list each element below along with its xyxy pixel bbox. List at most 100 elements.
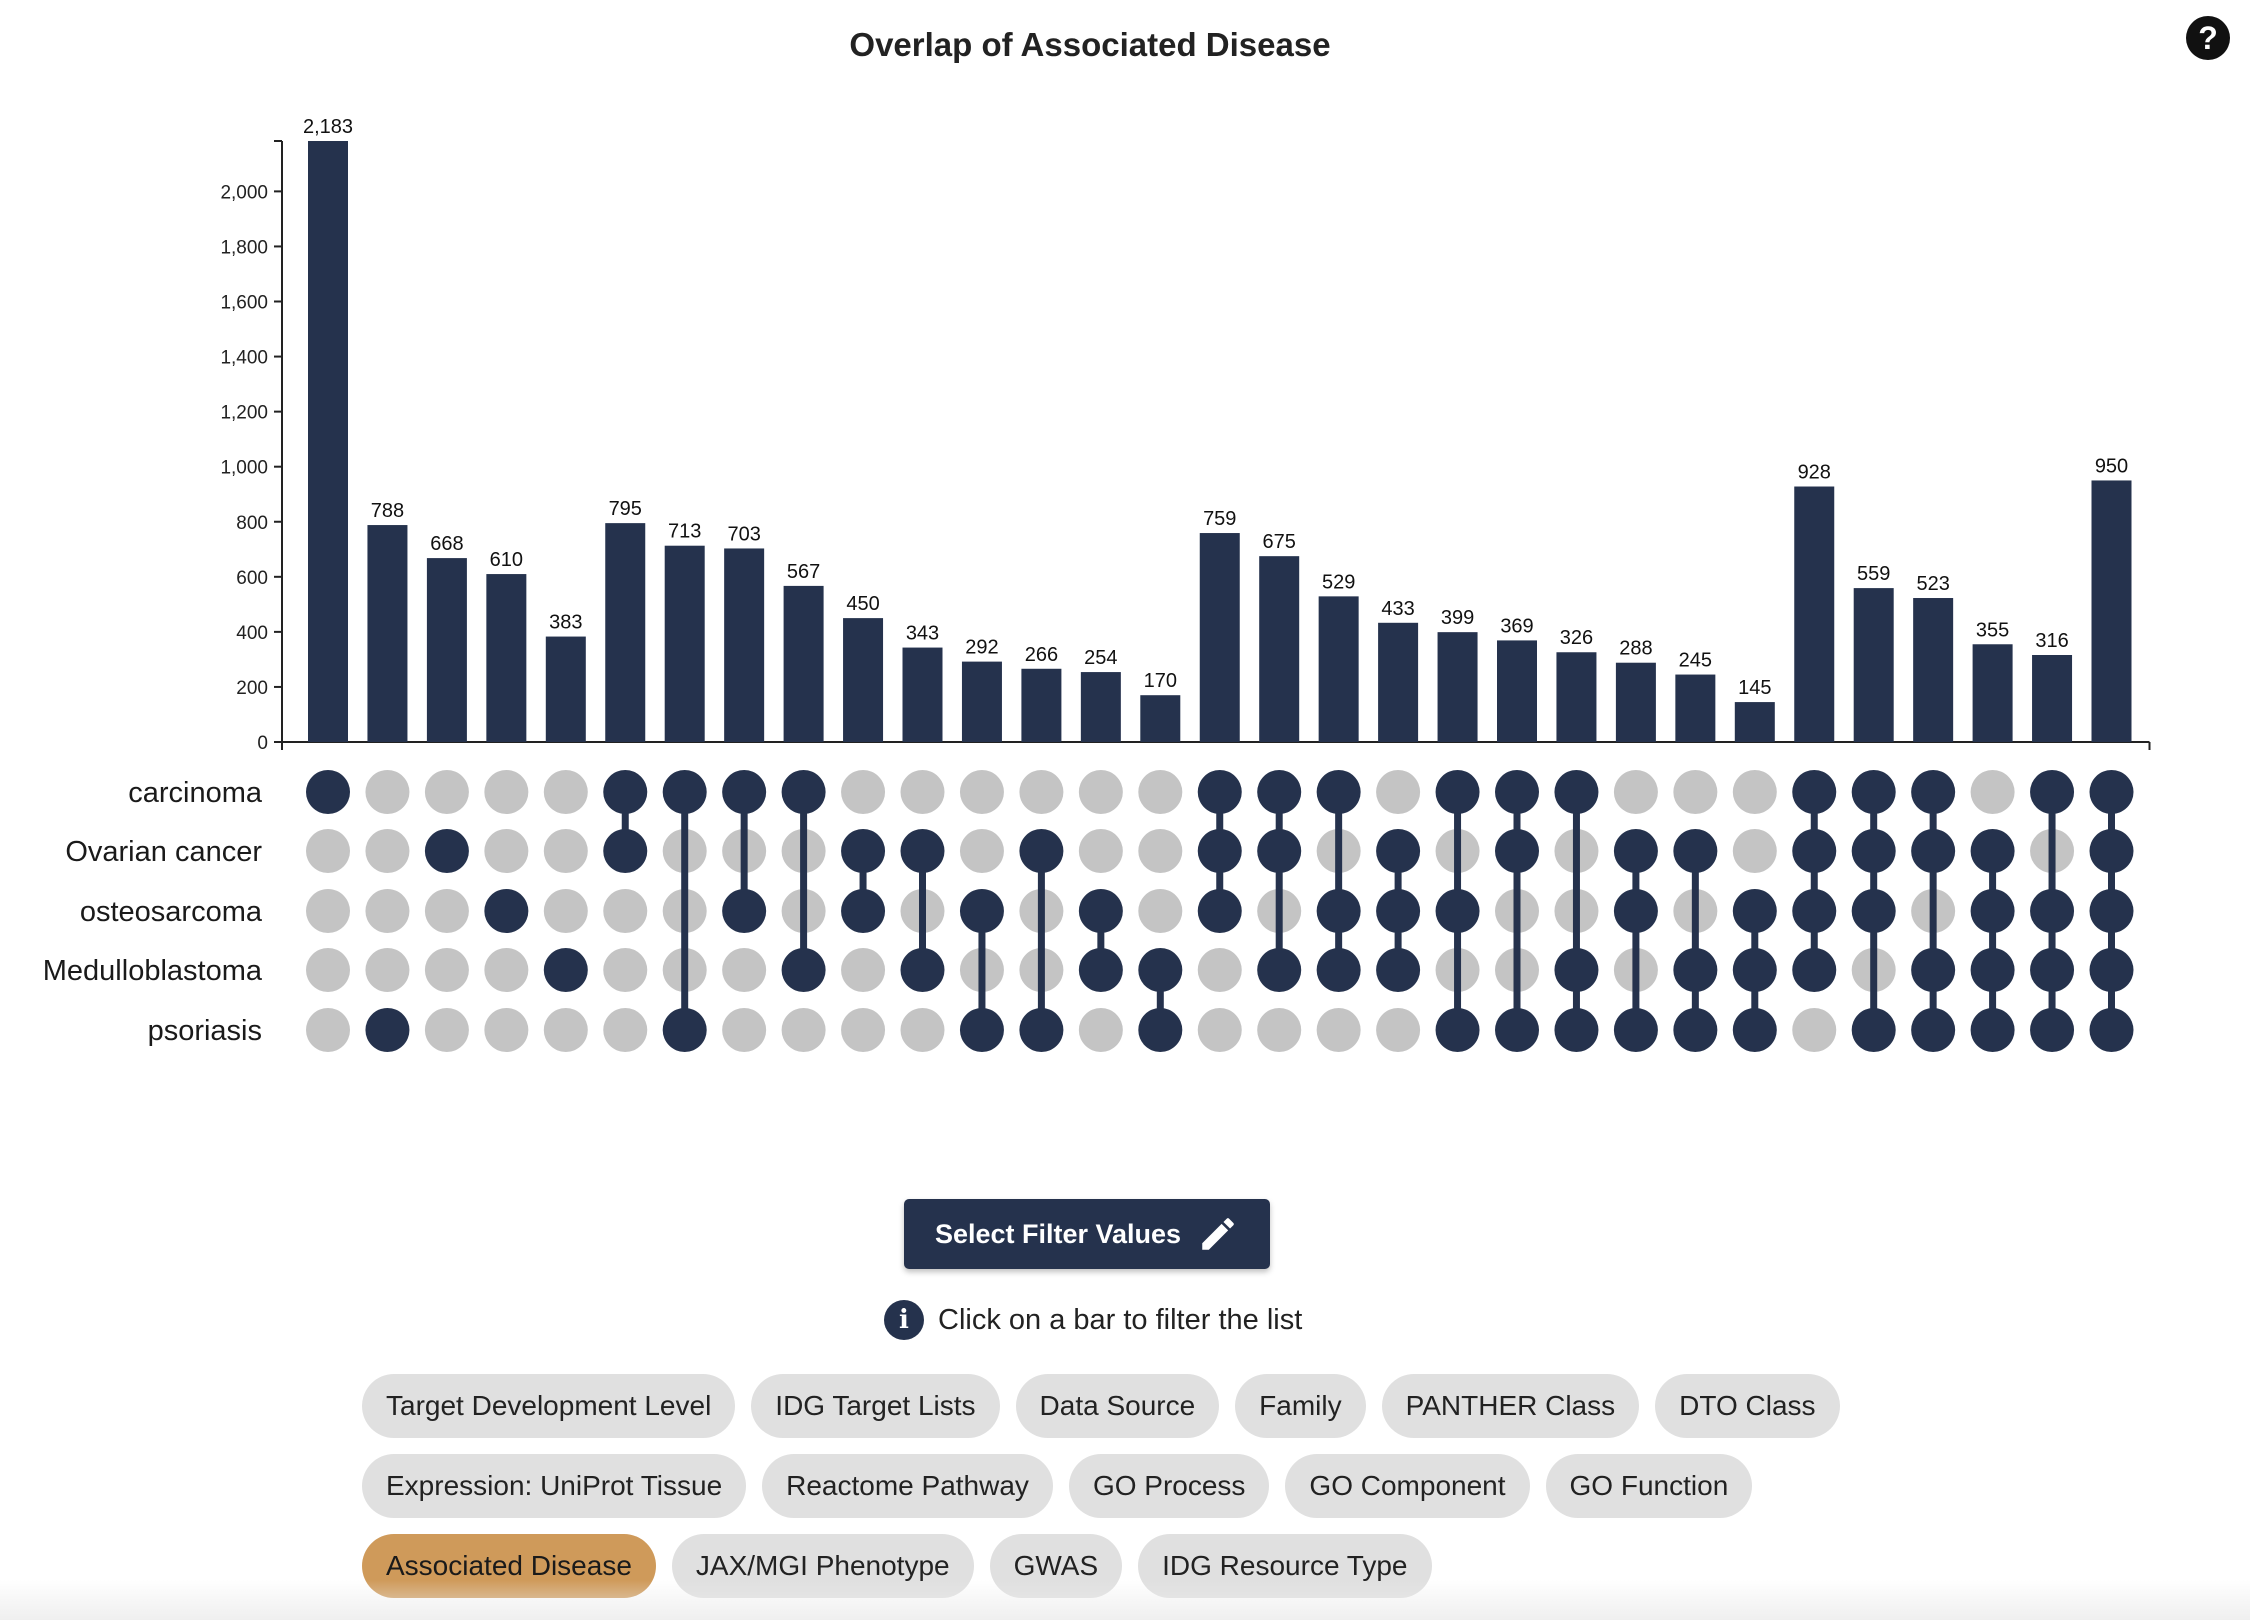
chip-target-development-level[interactable]: Target Development Level <box>362 1374 736 1438</box>
intersection-bar[interactable] <box>545 636 586 742</box>
intersection-bar[interactable] <box>1556 652 1597 742</box>
intersection-bar[interactable] <box>1259 556 1300 742</box>
y-tick-label: 1,400 <box>220 348 268 369</box>
membership-dot-active <box>424 829 469 873</box>
intersection-bar[interactable] <box>961 661 1002 742</box>
chip-go-component[interactable]: GO Component <box>1285 1454 1530 1518</box>
membership-dot-active <box>365 1008 410 1052</box>
membership-dot-active <box>1316 948 1361 992</box>
membership-dot-active <box>1851 1008 1896 1052</box>
intersection-bar[interactable] <box>1972 644 2013 742</box>
bar-value-label: 559 <box>1857 563 1890 585</box>
intersection-bar[interactable] <box>605 523 646 742</box>
y-tick-label: 200 <box>236 678 268 699</box>
chip-go-process[interactable]: GO Process <box>1068 1454 1270 1518</box>
y-tick-label: 600 <box>236 568 268 589</box>
membership-dot-inactive <box>484 770 529 814</box>
bar-value-label: 450 <box>846 593 879 615</box>
intersection-bar[interactable] <box>843 618 884 742</box>
chip-jax-mgi-phenotype[interactable]: JAX/MGI Phenotype <box>671 1534 974 1598</box>
chip-family[interactable]: Family <box>1235 1374 1366 1438</box>
membership-dot-inactive <box>1078 1008 1123 1052</box>
bar-value-label: 383 <box>549 612 582 634</box>
intersection-bar[interactable] <box>664 545 705 742</box>
intersection-bar[interactable] <box>1140 695 1181 742</box>
membership-dot-active <box>1495 829 1539 873</box>
membership-dot-inactive <box>1197 1008 1242 1052</box>
y-tick-label: 1,000 <box>220 458 268 479</box>
membership-dot-active <box>1613 1008 1658 1052</box>
membership-dot-active <box>603 829 648 873</box>
membership-dot-inactive <box>722 948 767 992</box>
membership-dot-active <box>1732 948 1777 992</box>
membership-dot-active <box>1792 889 1837 933</box>
intersection-bar[interactable] <box>2032 655 2073 742</box>
chip-idg-target-lists[interactable]: IDG Target Lists <box>751 1374 1000 1438</box>
intersection-bar[interactable] <box>367 525 408 742</box>
membership-dot-active <box>781 770 826 814</box>
membership-dot-active <box>2089 889 2134 933</box>
membership-dot-active <box>1970 1008 2015 1052</box>
chip-reactome-pathway[interactable]: Reactome Pathway <box>762 1454 1053 1518</box>
membership-dot-active <box>1197 889 1242 933</box>
membership-dot-active <box>662 1008 707 1052</box>
chip-gwas[interactable]: GWAS <box>989 1534 1123 1598</box>
membership-dot-active <box>1911 770 1956 814</box>
intersection-bar[interactable] <box>1021 668 1062 742</box>
membership-dot-inactive <box>900 770 945 814</box>
intersection-bar[interactable] <box>783 585 824 742</box>
set-label: Ovarian cancer <box>65 836 262 868</box>
membership-dot-active <box>959 889 1004 933</box>
y-tick-label: 1,600 <box>220 293 268 314</box>
chip-dto-class[interactable]: DTO Class <box>1655 1374 1840 1438</box>
intersection-bar[interactable] <box>1199 533 1240 742</box>
bar-value-label: 355 <box>1976 619 2009 641</box>
membership-dot-active <box>1851 889 1896 933</box>
intersection-bar[interactable] <box>1913 598 1954 742</box>
chip-go-function[interactable]: GO Function <box>1545 1454 1753 1518</box>
membership-dot-active <box>1257 770 1302 814</box>
intersection-bar[interactable] <box>1675 674 1716 742</box>
bar-value-label: 523 <box>1916 573 1949 595</box>
y-tick-label: 800 <box>236 513 268 534</box>
chip-expression-uniprot-tissue[interactable]: Expression: UniProt Tissue <box>362 1454 747 1518</box>
bar-value-label: 668 <box>430 533 463 555</box>
intersection-bar[interactable] <box>308 141 348 742</box>
bar-value-label: 950 <box>2095 455 2128 477</box>
membership-dot-active <box>1613 829 1658 873</box>
intersection-bar[interactable] <box>1794 486 1835 742</box>
intersection-bar[interactable] <box>486 574 527 742</box>
intersection-bar[interactable] <box>1318 596 1359 742</box>
intersection-bar[interactable] <box>1080 672 1121 742</box>
bar-value-label: 610 <box>490 549 523 571</box>
membership-dot-inactive <box>1732 829 1777 873</box>
intersection-bar[interactable] <box>2091 480 2132 742</box>
intersection-bar[interactable] <box>1734 702 1775 742</box>
chip-data-source[interactable]: Data Source <box>1015 1374 1220 1438</box>
membership-dot-active <box>2030 889 2075 933</box>
membership-dot-inactive <box>1673 770 1718 814</box>
intersection-bar[interactable] <box>724 548 765 742</box>
intersection-bar[interactable] <box>1378 622 1419 742</box>
bar-value-label: 2,183 <box>303 116 353 138</box>
membership-dot-active <box>1376 889 1421 933</box>
intersection-bar[interactable] <box>1615 662 1656 742</box>
membership-dot-active <box>1078 889 1123 933</box>
chip-panther-class[interactable]: PANTHER Class <box>1381 1374 1640 1438</box>
membership-dot-active <box>1673 948 1718 992</box>
membership-dot-inactive <box>1732 770 1777 814</box>
membership-dot-inactive <box>1197 948 1242 992</box>
chip-associated-disease[interactable]: Associated Disease <box>362 1534 656 1598</box>
intersection-bar[interactable] <box>902 647 943 742</box>
bar-value-label: 170 <box>1144 670 1177 692</box>
intersection-bar[interactable] <box>426 558 467 742</box>
help-icon[interactable]: ? <box>2186 16 2230 60</box>
membership-dot-inactive <box>424 770 469 814</box>
intersection-bar[interactable] <box>1437 632 1478 742</box>
select-filter-values-button[interactable]: Select Filter Values <box>904 1199 1270 1269</box>
membership-dot-inactive <box>306 948 350 992</box>
intersection-bar[interactable] <box>1497 640 1537 742</box>
bar-value-label: 675 <box>1263 531 1296 553</box>
chip-idg-resource-type[interactable]: IDG Resource Type <box>1138 1534 1432 1598</box>
intersection-bar[interactable] <box>1853 588 1894 742</box>
